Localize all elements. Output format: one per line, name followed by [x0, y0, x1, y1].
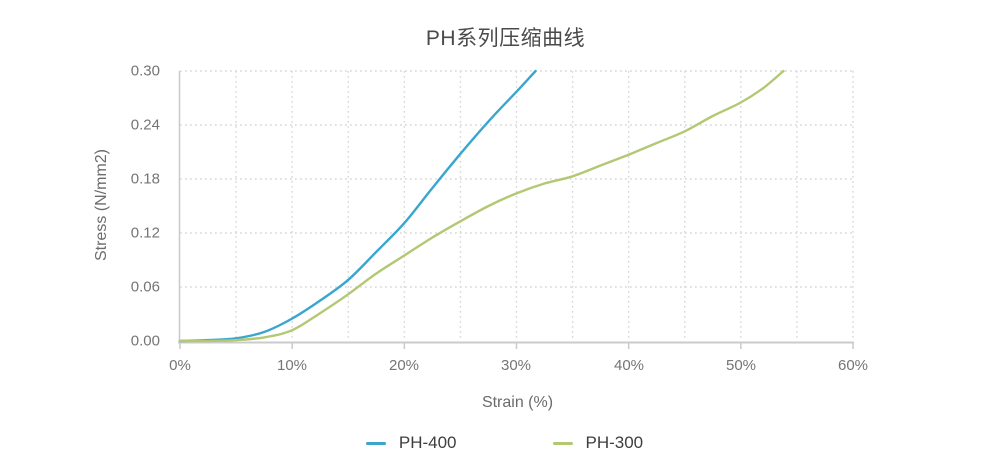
x-tick-label: 20%	[388, 357, 420, 374]
ph-400-line-swatch	[365, 441, 386, 445]
legend-item-ph-400[interactable]: PH-400	[365, 433, 457, 453]
legend-item-ph-300[interactable]: PH-300	[552, 433, 644, 453]
y-tick-label: 0.00	[130, 332, 160, 350]
x-tick-label: 0%	[169, 357, 191, 374]
x-tick-label: 40%	[613, 357, 645, 374]
y-tick-label: 0.30	[130, 62, 160, 80]
legend: PH-400 PH-300	[14, 433, 981, 453]
x-tick-label: 60%	[837, 357, 869, 374]
legend-label-ph-300: PH-300	[585, 433, 644, 452]
y-tick-label: 0.12	[130, 224, 160, 242]
x-tick-label: 50%	[725, 357, 757, 374]
legend-label-ph-400: PH-400	[398, 433, 457, 452]
x-tick-label: 10%	[276, 357, 308, 374]
y-tick-label: 0.06	[130, 278, 160, 296]
x-axis-title: Strain (%)	[481, 394, 554, 411]
y-tick-label: 0.18	[130, 170, 160, 188]
chart-title: PH系列压缩曲线	[425, 27, 586, 50]
ph-300-line-swatch	[552, 441, 573, 445]
ph-300-line	[178, 69, 785, 343]
y-tick-label: 0.24	[130, 116, 160, 134]
ph-400-line	[178, 69, 537, 343]
x-tick-label: 30%	[500, 357, 532, 374]
